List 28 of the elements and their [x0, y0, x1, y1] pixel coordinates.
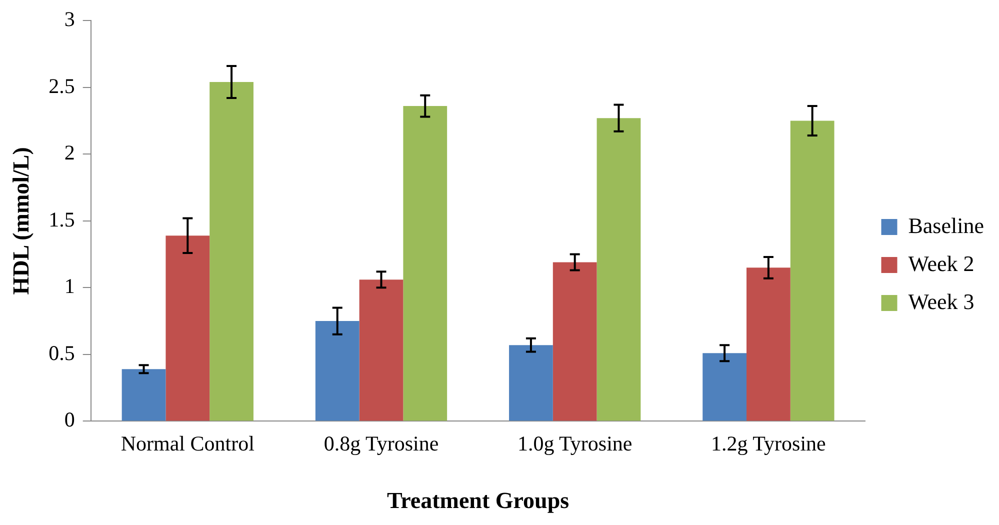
y-axis-title: HDL (mmol/L): [8, 147, 34, 295]
x-tick-label: 1.0g Tyrosine: [517, 431, 632, 456]
y-tick-label: 2.5: [48, 74, 75, 98]
bar: [359, 280, 404, 421]
bar: [596, 118, 641, 421]
y-tick-label: 2: [64, 140, 75, 165]
x-tick-label: 0.8g Tyrosine: [324, 431, 439, 456]
bar: [790, 120, 834, 421]
bar: [552, 262, 597, 421]
bar: [315, 321, 360, 421]
x-tick-label: Normal Control: [120, 431, 255, 456]
bar: [403, 106, 448, 421]
y-tick-label: 3: [64, 7, 75, 32]
bar: [166, 236, 210, 421]
bar: [746, 268, 790, 421]
bar: [122, 369, 166, 421]
y-tick-label: 1.5: [48, 207, 75, 232]
legend-label: Week 2: [908, 250, 974, 276]
bar: [210, 82, 254, 421]
legend-label: Week 3: [908, 288, 974, 314]
bar: [702, 353, 747, 421]
legend-label: Baseline: [908, 212, 984, 238]
bar: [509, 345, 553, 421]
x-axis-title: Treatment Groups: [387, 488, 570, 514]
y-tick-label: 1: [64, 274, 75, 298]
y-tick-label: 0: [64, 408, 75, 432]
y-tick-label: 0.5: [48, 340, 75, 365]
x-tick-label: 1.2g Tyrosine: [711, 431, 826, 456]
